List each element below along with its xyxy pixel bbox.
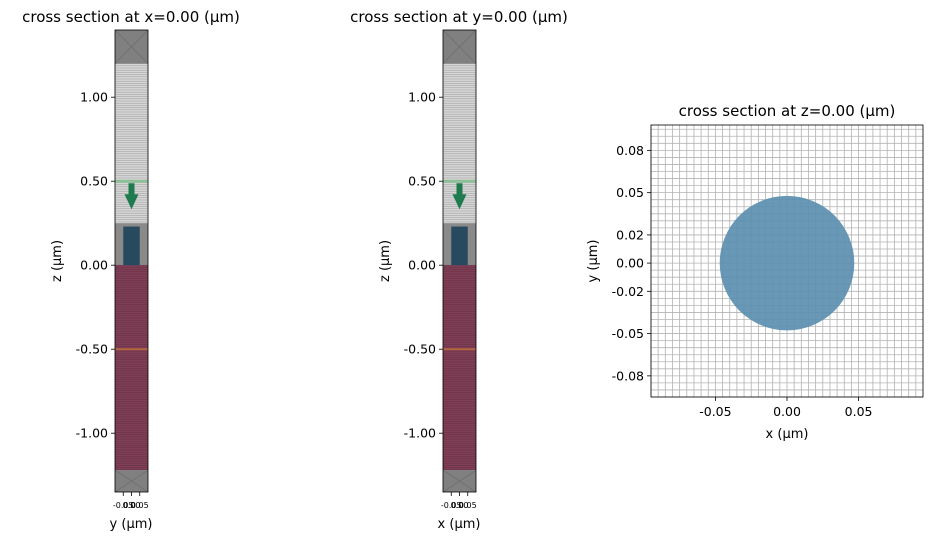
y-tick-label: 1.00: [408, 90, 436, 105]
y-tick-label: 1.00: [80, 90, 108, 105]
pml-top-hatch: [442, 29, 477, 64]
substrate-region: [115, 265, 148, 471]
panel-z-plot-area: [650, 124, 924, 398]
x-tick-label: 0.00: [123, 501, 141, 510]
y-tick-label: -0.02: [612, 284, 644, 299]
y-tick-label: 0.00: [80, 258, 108, 273]
panel-x-title: cross section at x=0.00 (μm): [22, 8, 240, 26]
panel-z-x-ticks: -0.05 0.00 0.05: [699, 397, 873, 419]
panel-y-x-ticks: -0.050.000.05: [441, 492, 477, 510]
panel-y-y-ticks: 1.00 0.50 0.00 -0.50 -1.00: [404, 90, 443, 441]
x-tick-label: 0.00: [773, 404, 801, 419]
pml-bottom-hatch: [442, 469, 477, 493]
x-tick-label: 0.00: [451, 501, 469, 510]
y-tick-label: 0.05: [616, 185, 644, 200]
panel-x-ylabel: z (μm): [50, 240, 65, 282]
source-direction-arrow: [452, 183, 467, 210]
panel-y-title: cross section at y=0.00 (μm): [350, 8, 568, 26]
pml-top-hatch: [114, 29, 149, 64]
panel-x-plot-area: [114, 29, 149, 493]
pillar: [123, 226, 140, 266]
panel-z-title: cross section at z=0.00 (μm): [679, 102, 896, 120]
pillar-cross-section: [719, 195, 855, 331]
panel-y-xlabel: x (μm): [438, 517, 481, 532]
source-direction-arrow: [124, 183, 139, 210]
x-tick-label: 0.05: [845, 404, 873, 419]
y-tick-label: -1.00: [404, 426, 436, 441]
x-tick-label: -0.05: [699, 404, 731, 419]
y-tick-label: -0.05: [612, 326, 644, 341]
x-tick-label: 0.05: [131, 501, 149, 510]
panel-x-xlabel: y (μm): [110, 517, 153, 532]
y-tick-label: -0.08: [612, 368, 644, 383]
y-tick-label: 0.50: [80, 174, 108, 189]
x-tick-label: -0.05: [113, 501, 134, 510]
x-tick-label: -0.05: [441, 501, 462, 510]
panel-z-ylabel: y (μm): [586, 240, 601, 283]
panel-y-plot-area: [442, 29, 477, 493]
panel-x-x-ticks: -0.050.000.05: [113, 492, 149, 510]
panel-x-section: cross section at x=0.00 (μm) -0.050.000.…: [22, 8, 240, 532]
y-tick-label: 0.00: [408, 258, 436, 273]
y-tick-label: -1.00: [76, 426, 108, 441]
panel-z-xlabel: x (μm): [766, 427, 809, 442]
panel-x-y-ticks: 1.00 0.50 0.00 -0.50 -1.00: [76, 90, 115, 441]
panel-y-ylabel: z (μm): [378, 240, 393, 282]
pillar: [451, 226, 468, 266]
y-tick-label: 0.08: [616, 143, 644, 158]
y-tick-label: 0.00: [616, 256, 644, 271]
y-tick-label: -0.50: [76, 342, 108, 357]
substrate-region: [443, 265, 476, 471]
panel-z-section: cross section at z=0.00 (μm) -0.05 0.00 0.…: [586, 102, 924, 442]
pml-bottom-hatch: [114, 469, 149, 493]
y-tick-label: -0.50: [404, 342, 436, 357]
y-tick-label: 0.02: [616, 227, 644, 242]
panel-z-y-ticks: 0.08 0.05 0.02 0.00 -0.02 -0.05 -0.08: [612, 143, 651, 383]
y-tick-label: 0.50: [408, 174, 436, 189]
x-tick-label: 0.05: [459, 501, 477, 510]
panel-y-section: cross section at y=0.00 (μm) -0.050.000.…: [350, 8, 568, 532]
